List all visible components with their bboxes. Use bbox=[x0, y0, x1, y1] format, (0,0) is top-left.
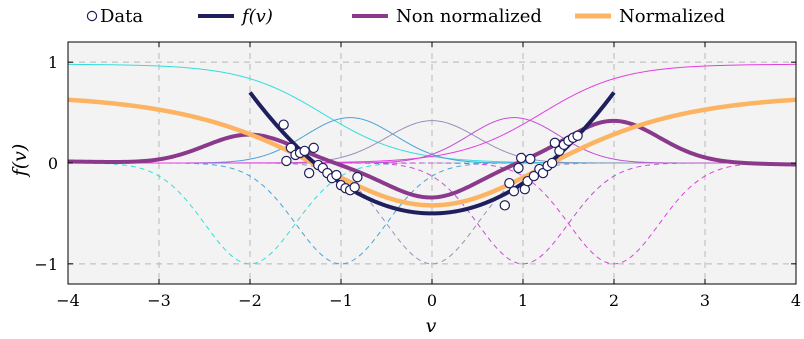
data-point bbox=[528, 170, 540, 182]
y-tick-label: 0 bbox=[48, 154, 58, 173]
data-point bbox=[331, 169, 342, 181]
x-tick-label: 3 bbox=[700, 291, 710, 310]
x-tick-label: 0 bbox=[427, 291, 437, 310]
basis-curve-negative bbox=[68, 162, 796, 265]
data-point bbox=[349, 181, 360, 193]
data-point bbox=[572, 130, 583, 141]
data-point bbox=[352, 171, 363, 183]
series-non-normalized bbox=[68, 118, 796, 200]
data-point bbox=[303, 167, 315, 179]
legend-marker-data bbox=[86, 10, 98, 22]
x-tick-label: −3 bbox=[147, 291, 171, 310]
data-point bbox=[525, 153, 536, 165]
data-point bbox=[308, 142, 319, 154]
data-point bbox=[299, 145, 310, 157]
y-tick-label: −1 bbox=[34, 255, 58, 274]
data-point bbox=[278, 119, 289, 130]
series-normalized bbox=[68, 97, 796, 208]
data-point bbox=[504, 177, 515, 189]
legend-label: f(v) bbox=[240, 6, 273, 27]
legend-label: Normalized bbox=[619, 6, 725, 27]
data-point bbox=[513, 162, 524, 174]
x-tick-label: −4 bbox=[56, 291, 80, 310]
x-tick-label: −2 bbox=[238, 291, 262, 310]
x-axis: −4 −3 −2 −1 0 1 2 3 4 bbox=[56, 42, 801, 310]
x-tick-label: 2 bbox=[609, 291, 619, 310]
legend: Data f(v) Non normalized Normalized bbox=[86, 6, 725, 27]
x-axis-label: v bbox=[426, 315, 437, 337]
y-axis: −1 0 1 bbox=[34, 53, 796, 274]
y-tick-label: 1 bbox=[48, 53, 58, 72]
x-tick-label: 4 bbox=[791, 291, 801, 310]
plot-area bbox=[67, 41, 797, 285]
legend-label: Data bbox=[100, 6, 143, 27]
y-axis-label: f(v) bbox=[9, 144, 31, 179]
x-tick-label: 1 bbox=[518, 291, 528, 310]
data-point bbox=[546, 157, 558, 169]
data-point bbox=[281, 155, 292, 167]
x-tick-label: −1 bbox=[329, 291, 353, 310]
legend-label: Non normalized bbox=[396, 6, 542, 27]
data-point bbox=[515, 152, 527, 164]
data-point bbox=[508, 186, 520, 197]
series-group bbox=[68, 63, 796, 265]
data-point bbox=[499, 200, 510, 211]
